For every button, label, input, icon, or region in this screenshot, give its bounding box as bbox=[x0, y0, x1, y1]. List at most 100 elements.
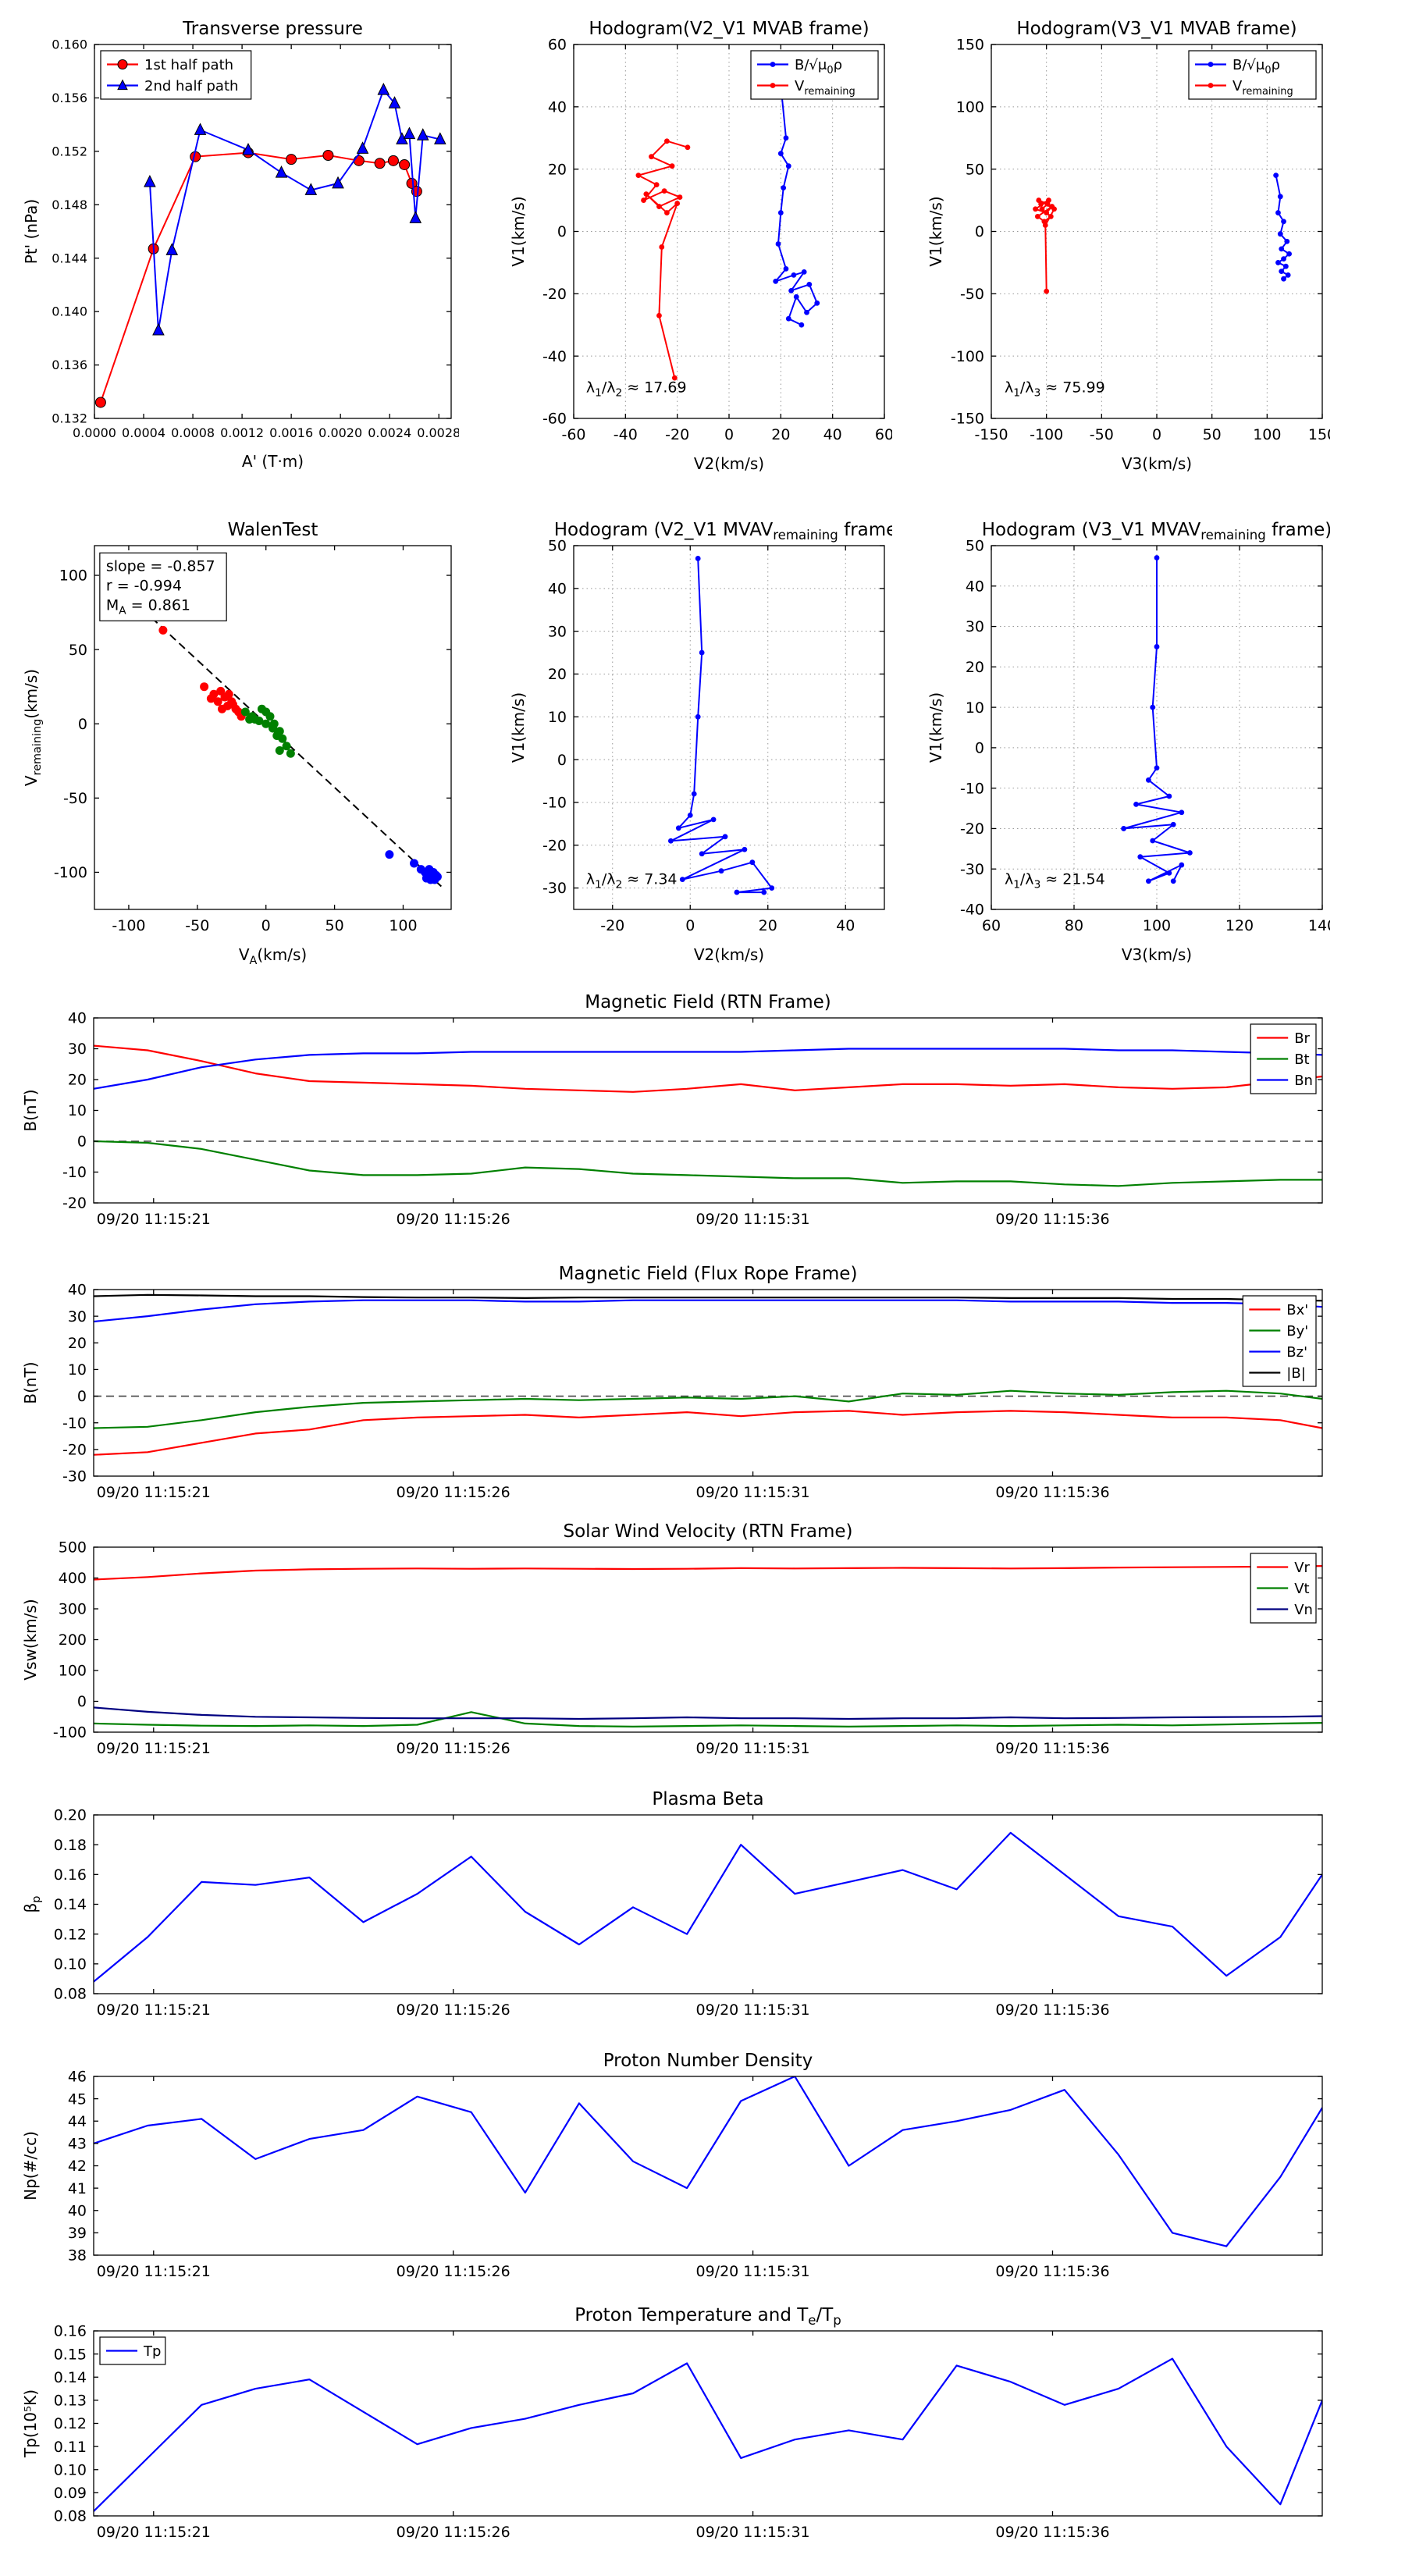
x-tick-label: -100 bbox=[1030, 426, 1063, 443]
x-tick-label: 60 bbox=[982, 917, 1001, 934]
chart-hodogram-v3v1-mvab: -150 -100 -50 0 50 100 150 -150 -100 -50 0 50 100 150… bbox=[921, 6, 1330, 493]
y-tick-label: 500 bbox=[59, 1539, 87, 1557]
y-tick-label: 50 bbox=[966, 538, 984, 555]
y-axis-label: βp​ bbox=[21, 1896, 43, 1913]
y-axis-label: Np(#/cc) bbox=[21, 2131, 40, 2201]
series-|B| bbox=[94, 1293, 1322, 1302]
series-middle bbox=[240, 704, 295, 758]
series-layer bbox=[94, 1565, 1322, 1727]
x-tick-label: -50 bbox=[185, 917, 209, 934]
x-tick-label: 09/20 11:15:26 bbox=[397, 1484, 510, 1501]
chart-title: WalenTest bbox=[228, 520, 318, 540]
svg-text:MA​ = 0.861: MA​ = 0.861 bbox=[106, 596, 190, 617]
series-second-half bbox=[385, 850, 442, 884]
y-tick-label: 0.156 bbox=[52, 91, 87, 105]
x-tick-label: 100 bbox=[389, 917, 417, 934]
x-tick-label: 09/20 11:15:31 bbox=[696, 1211, 810, 1228]
x-tick-label: 0.0024 bbox=[368, 425, 411, 440]
y-tick-label: 0.20 bbox=[54, 1807, 87, 1824]
chart-title: Hodogram (V3_V1 MVAVremaining​ frame) bbox=[982, 520, 1330, 543]
y-tick-label: 44 bbox=[68, 2113, 87, 2130]
chart-svg: 09/20 11:15:21 09/20 11:15:26 09/20 11:15:… bbox=[21, 2305, 1323, 2541]
y-tick-label: 20 bbox=[548, 161, 567, 178]
y-tick-label: 0 bbox=[557, 223, 567, 240]
y-tick-label: -60 bbox=[542, 411, 567, 428]
y-tick-label: 0.14 bbox=[54, 1896, 87, 1913]
legend-label: By' bbox=[1286, 1323, 1308, 1340]
y-tick-label: 0 bbox=[975, 223, 984, 240]
y-tick-label: 300 bbox=[59, 1601, 87, 1618]
series-Vn bbox=[94, 1706, 1322, 1720]
y-tick-label: 0.09 bbox=[54, 2485, 87, 2502]
y-tick-label: 100 bbox=[59, 568, 87, 585]
y-axis-label: V1(km/s) bbox=[927, 692, 945, 763]
y-tick-label: 10 bbox=[966, 699, 984, 717]
y-tick-label: 43 bbox=[68, 2136, 87, 2153]
y-tick-label: 10 bbox=[68, 1361, 87, 1379]
chart-svg: 09/20 11:15:21 09/20 11:15:26 09/20 11:15:… bbox=[21, 2051, 1323, 2280]
series-By' bbox=[94, 1389, 1322, 1429]
x-tick-label: 09/20 11:15:21 bbox=[97, 2263, 211, 2280]
y-tick-label: -150 bbox=[951, 411, 984, 428]
series-Bz' bbox=[94, 1299, 1322, 1323]
legend-label: B/√μ0​ρ bbox=[1232, 57, 1280, 76]
y-tick-label: 150 bbox=[956, 37, 984, 54]
panel-proton-temperature: 09/20 11:15:21 09/20 11:15:26 09/20 11:15:… bbox=[16, 2292, 1374, 2555]
x-tick-label: 80 bbox=[1065, 917, 1083, 934]
x-tick-label: 20 bbox=[771, 426, 790, 443]
y-tick-label: 0 bbox=[975, 740, 984, 757]
y-axis-label: V1(km/s) bbox=[927, 196, 945, 266]
y-axis-label: V1(km/s) bbox=[509, 692, 528, 763]
panel-proton-density: 09/20 11:15:21 09/20 11:15:26 09/20 11:15:… bbox=[16, 2037, 1374, 2294]
x-tick-label: 0.0012 bbox=[220, 425, 264, 440]
y-tick-label: 10 bbox=[68, 1102, 87, 1119]
x-tick-label: 09/20 11:15:31 bbox=[696, 2263, 810, 2280]
chart-title: Magnetic Field (RTN Frame) bbox=[585, 992, 831, 1012]
y-tick-label: 0 bbox=[557, 752, 567, 769]
y-tick-label: 60 bbox=[548, 37, 567, 54]
y-tick-label: 30 bbox=[68, 1041, 87, 1058]
y-tick-label: 0.144 bbox=[52, 251, 87, 265]
y-tick-label: 0.16 bbox=[54, 2323, 87, 2340]
x-tick-label: 40 bbox=[823, 426, 842, 443]
x-axis-label: V2(km/s) bbox=[694, 454, 764, 473]
y-tick-label: 0 bbox=[77, 1388, 87, 1405]
y-tick-label: -30 bbox=[62, 1468, 87, 1485]
x-tick-label: 120 bbox=[1225, 917, 1254, 934]
series-first-half bbox=[158, 625, 246, 721]
x-tick-label: -20 bbox=[665, 426, 689, 443]
legend: 1st half path 2nd half path bbox=[100, 50, 252, 100]
x-tick-label: 09/20 11:15:21 bbox=[97, 1211, 211, 1228]
y-tick-label: 0.160 bbox=[52, 37, 87, 52]
series-Vr bbox=[94, 1565, 1322, 1581]
y-tick-label: 40 bbox=[68, 2202, 87, 2219]
chart-title: Proton Number Density bbox=[603, 2051, 813, 2071]
chart-hodogram-v2v1-mvav: -20 0 20 40 -30 -20 -10 0 10 20 30 40 50 Hodogram (V2… bbox=[503, 507, 892, 984]
chart-title: Hodogram(V2_V1 MVAB frame) bbox=[589, 19, 869, 39]
chart-hodogram-v3v1-mvav: 60 80 100 120 140 -40 -30 -20 -10 0 10 20 30 40 50Hodo… bbox=[921, 507, 1330, 984]
y-tick-label: 100 bbox=[59, 1663, 87, 1680]
annotation: λ1​/λ2​ ≈ 7.34 bbox=[586, 870, 678, 891]
legend-label: 2nd half path bbox=[144, 78, 238, 94]
y-tick-label: 40 bbox=[548, 98, 567, 116]
series-layer bbox=[114, 583, 445, 890]
y-tick-label: 0.08 bbox=[54, 1986, 87, 2003]
legend-label: B/√μ0​ρ bbox=[795, 57, 842, 76]
y-tick-label: -10 bbox=[62, 1414, 87, 1432]
y-tick-label: -20 bbox=[542, 286, 567, 303]
y-tick-label: 0.12 bbox=[54, 1926, 87, 1943]
x-tick-label: 09/20 11:15:36 bbox=[995, 1740, 1109, 1757]
x-axis-label: V3(km/s) bbox=[1122, 945, 1192, 964]
chart-svg: 0.0000 0.0004 0.0008 0.0012 0.0016 0.0020 0.00… bbox=[22, 19, 459, 471]
x-tick-label: 0.0028 bbox=[417, 425, 459, 440]
y-tick-label: 0.140 bbox=[52, 304, 87, 319]
y-tick-label: 46 bbox=[68, 2069, 87, 2086]
x-tick-label: 09/20 11:15:36 bbox=[995, 2001, 1109, 2019]
y-tick-label: 0.132 bbox=[52, 411, 87, 426]
x-axis-label: V2(km/s) bbox=[694, 945, 764, 964]
x-tick-label: 50 bbox=[325, 917, 344, 934]
chart-title: Proton Temperature and Te​/Tp​ bbox=[574, 2305, 841, 2328]
x-tick-label: 0 bbox=[261, 917, 271, 934]
panel-magnetic-field-rtn: 09/20 11:15:21 09/20 11:15:26 09/20 11:15:… bbox=[16, 979, 1374, 1242]
